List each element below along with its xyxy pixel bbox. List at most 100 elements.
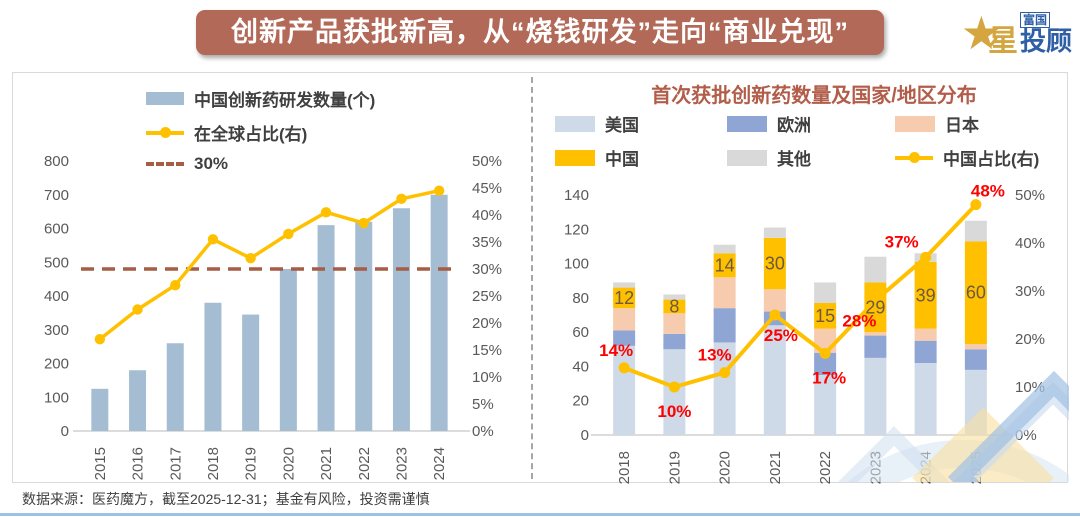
- logo-star-char: 星: [987, 25, 1018, 58]
- svg-text:60: 60: [572, 324, 589, 341]
- legend-item-other: 其他: [727, 145, 895, 170]
- svg-text:48%: 48%: [971, 182, 1005, 201]
- line-dot-icon: [909, 152, 920, 163]
- svg-text:0%: 0%: [472, 423, 494, 440]
- svg-text:2020: 2020: [280, 447, 297, 480]
- svg-text:2015: 2015: [92, 447, 109, 480]
- svg-text:30%: 30%: [472, 261, 502, 278]
- us-swatch: [555, 115, 595, 132]
- jp-swatch: [895, 115, 935, 132]
- svg-text:14: 14: [715, 255, 735, 275]
- svg-text:2019: 2019: [243, 447, 260, 480]
- svg-text:12: 12: [614, 288, 634, 308]
- svg-text:17%: 17%: [812, 368, 846, 387]
- svg-text:45%: 45%: [472, 180, 502, 197]
- line-swatch: [895, 152, 933, 163]
- source-note: 数据来源：医药魔方，截至2025-12-31；基金有风险，投资需谨慎: [22, 491, 430, 507]
- dashed-line-swatch: [146, 162, 184, 166]
- page-title-text: 创新产品获批新高，从“烧钱研发”走向“商业兑现”: [231, 17, 849, 47]
- svg-text:400: 400: [44, 288, 69, 305]
- legend-label: 在全球占比(右): [194, 125, 308, 144]
- svg-text:600: 600: [44, 221, 69, 238]
- svg-text:100: 100: [44, 389, 69, 406]
- bar-swatch: [146, 92, 184, 105]
- svg-text:2023: 2023: [867, 451, 884, 484]
- svg-text:20%: 20%: [1015, 331, 1045, 348]
- right-chart-title: 首次获批创新药数量及国家/地区分布: [651, 85, 977, 107]
- svg-text:20%: 20%: [472, 315, 502, 332]
- legend-label: 其他: [777, 150, 811, 169]
- svg-text:10%: 10%: [1015, 379, 1045, 396]
- svg-text:40%: 40%: [1015, 235, 1045, 252]
- svg-text:35%: 35%: [472, 234, 502, 251]
- legend-item-cn: 中国: [555, 145, 727, 170]
- legend-item-line: 在全球占比(右): [146, 120, 375, 145]
- svg-text:40: 40: [572, 358, 589, 375]
- svg-text:15%: 15%: [472, 342, 502, 359]
- svg-text:37%: 37%: [885, 232, 919, 251]
- page-title: 创新产品获批新高，从“烧钱研发”走向“商业兑现”: [196, 10, 884, 55]
- logo-big-text: 投顾: [1019, 25, 1072, 56]
- line-dot-icon: [160, 127, 171, 138]
- svg-text:2018: 2018: [205, 447, 222, 480]
- svg-text:2018: 2018: [616, 451, 633, 484]
- svg-text:2019: 2019: [666, 451, 683, 484]
- right-chart-legend: 美国 欧洲 日本 中国 其他 中国占比(右): [555, 111, 1070, 170]
- legend-label: 欧洲: [777, 116, 811, 135]
- legend-label: 美国: [605, 116, 639, 135]
- svg-text:10%: 10%: [657, 402, 691, 421]
- legend-item-bars: 中国创新药研发数量(个): [146, 86, 375, 111]
- svg-text:120: 120: [564, 221, 589, 238]
- svg-text:0: 0: [61, 423, 69, 440]
- svg-text:10%: 10%: [472, 369, 502, 386]
- svg-text:200: 200: [44, 356, 69, 373]
- right-chart-svg: 0 20 40 60 80 100 120 140 0% 10% 20% 30% 40% 50% 2018 2…: [564, 182, 1045, 485]
- legend-item-cn-share: 中国占比(右): [895, 145, 1070, 170]
- brand-logo: ★ 星 富国 投顾: [961, 6, 1072, 60]
- svg-text:0%: 0%: [1015, 427, 1037, 444]
- svg-text:50%: 50%: [1015, 187, 1045, 204]
- svg-text:2025: 2025: [968, 451, 985, 484]
- svg-text:2021: 2021: [318, 447, 335, 480]
- svg-text:50%: 50%: [472, 153, 502, 170]
- cn-swatch: [555, 149, 595, 166]
- svg-text:2016: 2016: [130, 447, 147, 480]
- svg-text:25%: 25%: [764, 326, 798, 345]
- svg-text:100: 100: [564, 256, 589, 273]
- legend-item-eu: 欧洲: [727, 111, 895, 136]
- svg-text:300: 300: [44, 322, 69, 339]
- svg-text:2024: 2024: [431, 447, 448, 480]
- svg-text:39: 39: [916, 285, 936, 305]
- legend-label: 中国: [605, 150, 639, 169]
- left-chart-svg: 0 100 200 300 400 500 600 700 800 0% 5% 10% 15% 20% 25…: [44, 153, 502, 480]
- legend-item-jp: 日本: [895, 111, 1070, 136]
- svg-text:80: 80: [572, 290, 589, 307]
- svg-text:5%: 5%: [472, 396, 494, 413]
- line-swatch: [146, 127, 184, 138]
- svg-text:8: 8: [669, 296, 679, 316]
- left-chart-legend: 中国创新药研发数量(个) 在全球占比(右) 30%: [146, 86, 375, 174]
- svg-text:500: 500: [44, 254, 69, 271]
- legend-item-us: 美国: [555, 111, 727, 136]
- svg-text:2020: 2020: [717, 451, 734, 484]
- star-icon: ★: [960, 7, 1002, 59]
- svg-text:2017: 2017: [167, 447, 184, 480]
- legend-label: 中国创新药研发数量(个): [194, 91, 376, 110]
- svg-text:30: 30: [765, 254, 785, 274]
- svg-text:2022: 2022: [817, 451, 834, 484]
- bottom-accent-line: [0, 513, 1080, 516]
- svg-text:28%: 28%: [842, 312, 876, 331]
- svg-text:30%: 30%: [1015, 283, 1045, 300]
- svg-text:60: 60: [966, 283, 986, 303]
- svg-text:13%: 13%: [698, 346, 732, 365]
- svg-text:2021: 2021: [767, 451, 784, 484]
- svg-text:15: 15: [815, 306, 835, 326]
- other-swatch: [727, 149, 767, 166]
- svg-text:700: 700: [44, 187, 69, 204]
- legend-item-refline: 30%: [146, 154, 375, 174]
- logo-text-column: 富国 投顾: [1019, 11, 1072, 56]
- legend-label: 日本: [945, 116, 979, 135]
- svg-text:29: 29: [865, 297, 885, 317]
- svg-text:2024: 2024: [918, 451, 935, 484]
